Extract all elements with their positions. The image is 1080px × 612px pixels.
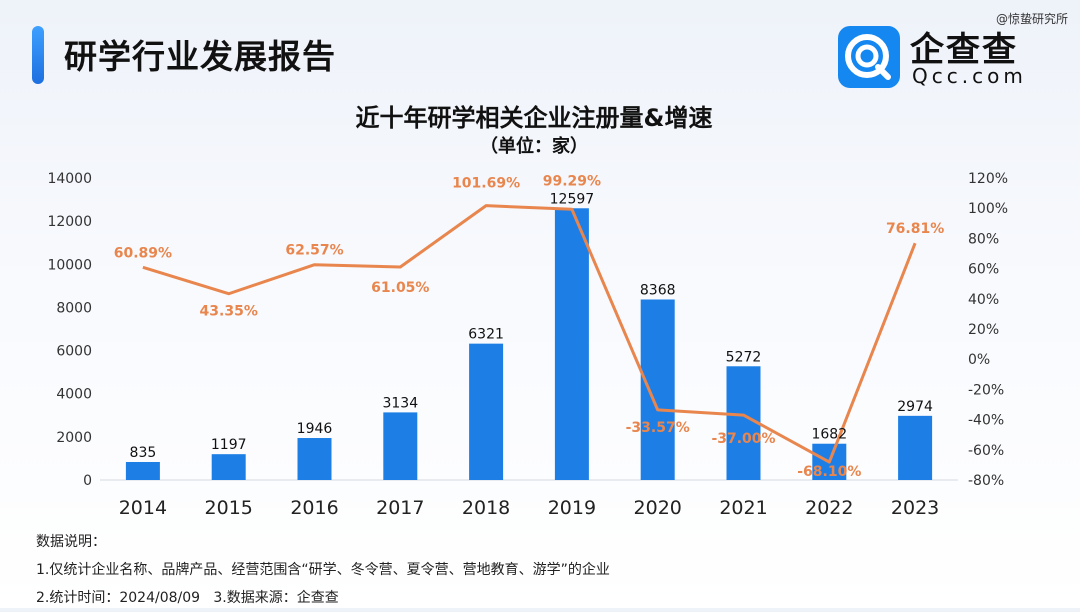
logo-subtitle: Qcc.com (912, 64, 1027, 88)
y-right-tick-label: -60% (968, 443, 1004, 459)
notes-line-2: 2.统计时间：2024/08/09 3.数据来源：企查查 (36, 590, 339, 606)
y-right-tick-label: 20% (968, 322, 999, 338)
bar-value-label: 835 (130, 445, 157, 461)
bar-value-label: 1946 (297, 421, 333, 437)
growth-value-label: 61.05% (371, 280, 429, 296)
x-tick-label: 2019 (548, 497, 596, 519)
y-right-tick-label: -20% (968, 382, 1004, 398)
y-axis-left: 0 2000 4000 6000 8000 10000 12000 14000 (47, 171, 92, 489)
y-right-tick-label: 80% (968, 231, 999, 247)
bar-value-label: 3134 (382, 395, 418, 411)
y-right-tick-label: 40% (968, 292, 999, 308)
y-left-tick-label: 4000 (56, 387, 92, 403)
bar-value-label: 1197 (211, 437, 247, 453)
bar-2020 (640, 299, 675, 480)
growth-value-label: 101.69% (452, 176, 520, 192)
y-right-tick-label: -80% (968, 473, 1004, 489)
title-accent-bar (32, 26, 44, 84)
x-tick-label: 2022 (805, 497, 853, 519)
notes-heading: 数据说明： (36, 534, 106, 550)
notes-line-1: 1.仅统计企业名称、品牌产品、经营范围含“研学、冬令营、夏令营、营地教育、游学”… (36, 562, 610, 578)
growth-value-label: -68.10% (797, 464, 861, 480)
data-labels: 835 1197 1946 3134 6321 12597 8368 5272 1682 2974… (114, 173, 945, 480)
bar-value-label: 8368 (640, 282, 676, 298)
x-tick-label: 2018 (462, 497, 510, 519)
growth-line-series (142, 204, 917, 464)
chart-subtitle: （单位：家） (480, 135, 588, 157)
bar-value-label: 6321 (468, 327, 504, 343)
watermark: @惊蛰研究所 (995, 12, 1068, 26)
bar-value-label: 5272 (726, 349, 762, 365)
growth-value-label: 62.57% (285, 243, 343, 259)
bar-2019 (554, 208, 589, 480)
growth-value-label: 76.81% (886, 221, 944, 237)
y-right-tick-label: 100% (968, 201, 1008, 217)
bar-2023 (898, 415, 933, 480)
bar-2018 (469, 343, 504, 480)
y-right-tick-label: 0% (968, 352, 990, 368)
logo-name: 企查查 (910, 30, 1018, 70)
growth-value-label: -33.57% (626, 420, 690, 436)
x-tick-label: 2020 (634, 497, 682, 519)
y-left-tick-label: 10000 (47, 257, 92, 273)
growth-value-label: 60.89% (114, 245, 172, 261)
chart-title: 近十年研学相关企业注册量&增速 (356, 104, 713, 132)
bar-2016 (297, 438, 332, 480)
y-right-tick-label: -40% (968, 413, 1004, 429)
bar-2017 (383, 412, 418, 480)
x-tick-label: 2021 (719, 497, 767, 519)
x-tick-label: 2014 (119, 497, 167, 519)
page-title: 研学行业发展报告 (64, 37, 336, 76)
bar-2021 (726, 366, 761, 480)
x-tick-label: 2017 (376, 497, 424, 519)
growth-value-label: 99.29% (543, 173, 601, 189)
bar-value-label: 12597 (550, 191, 595, 207)
growth-value-label: 43.35% (200, 304, 258, 320)
y-left-tick-label: 12000 (47, 214, 92, 230)
x-tick-label: 2015 (205, 497, 253, 519)
bar-2015 (211, 454, 246, 480)
y-left-tick-label: 8000 (56, 300, 92, 316)
y-left-tick-label: 0 (83, 473, 92, 489)
bar-value-label: 1682 (811, 427, 847, 443)
x-tick-label: 2016 (290, 497, 338, 519)
bar-2014 (125, 461, 160, 480)
y-right-tick-label: 60% (968, 262, 999, 278)
y-left-tick-label: 6000 (56, 344, 92, 360)
y-right-tick-label: 120% (968, 171, 1008, 187)
qcc-logo: 企查查 Qcc.com (838, 26, 1038, 90)
y-left-tick-label: 14000 (47, 171, 92, 187)
x-tick-label: 2023 (891, 497, 939, 519)
bar-value-label: 2974 (897, 399, 933, 415)
bar-series (125, 208, 933, 480)
growth-line (142, 204, 917, 464)
x-axis: 2014 2015 2016 2017 2018 2019 2020 2021 2022 2023 (100, 479, 958, 519)
growth-value-label: -37.00% (711, 431, 775, 447)
y-left-tick-label: 2000 (56, 430, 92, 446)
qcc-logo-icon (838, 26, 900, 88)
data-notes: 数据说明： 1.仅统计企业名称、品牌产品、经营范围含“研学、冬令营、夏令营、营地… (36, 528, 610, 612)
y-axis-right: -80% -60% -40% -20% 0% 20% 40% 60% 80% 100% 120% (968, 171, 1008, 489)
